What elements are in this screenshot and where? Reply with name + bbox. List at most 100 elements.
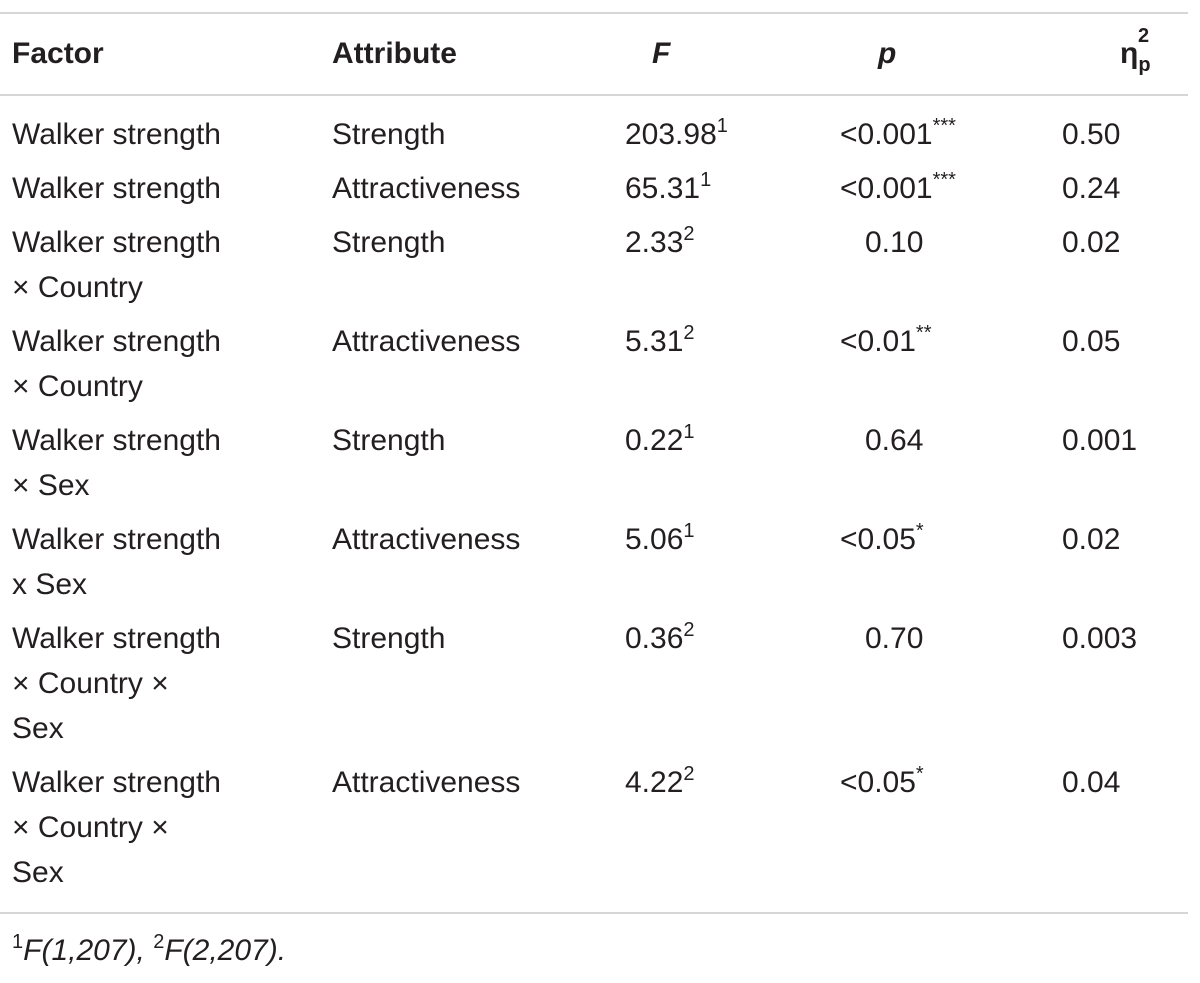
table-row: Walker strength × Country × Sex Strength 0.3… <box>0 607 1188 751</box>
f-value: 4.22 <box>625 766 684 799</box>
cell-eta-value: 0.04 <box>1030 751 1188 895</box>
f-df-marker: 2 <box>683 619 695 641</box>
cell-factor: Walker strength x Sex <box>0 508 320 607</box>
factor-line: Walker strength <box>12 325 221 358</box>
table-top-rule <box>0 12 1188 14</box>
eta-value: 0.003 <box>1062 622 1138 655</box>
header-partial-eta-squared: ηp 2 <box>1030 14 1188 94</box>
cell-f-value: 0.221 <box>590 409 780 508</box>
p-value: 0.64 <box>865 424 924 457</box>
cell-eta-value: 0.02 <box>1030 508 1188 607</box>
f-value: 203.98 <box>625 118 717 151</box>
eta-value: 0.02 <box>1062 523 1121 556</box>
f-value: 65.31 <box>625 172 701 205</box>
table-row: Walker strength × Country Attractiveness 5.… <box>0 310 1188 409</box>
cell-factor: Walker strength × Country × Sex <box>0 751 320 895</box>
cell-eta-value: 0.001 <box>1030 409 1188 508</box>
f-value: 2.33 <box>625 226 684 259</box>
cell-f-value: 65.311 <box>590 157 780 211</box>
factor-line: Walker strength <box>12 172 221 205</box>
header-attribute: Attribute <box>332 37 457 70</box>
f-df-marker: 1 <box>700 169 712 191</box>
factor-line: Walker strength <box>12 622 221 655</box>
eta-value: 0.001 <box>1062 424 1138 457</box>
table-body: Walker strength Strength 203.981 <0.001*** 0… <box>0 94 1188 895</box>
factor-line: Walker strength <box>12 118 221 151</box>
cell-attribute: Strength <box>320 211 590 310</box>
attribute-value: Attractiveness <box>332 766 521 799</box>
cell-factor: Walker strength × Sex <box>0 409 320 508</box>
cell-eta-value: 0.50 <box>1030 94 1188 157</box>
f-df-marker: 2 <box>683 223 695 245</box>
eta-value: 0.05 <box>1062 325 1121 358</box>
f-value: 0.36 <box>625 622 684 655</box>
table-header-rule <box>0 94 1188 96</box>
factor-line: Walker strength <box>12 226 221 259</box>
f-df-marker: 2 <box>683 763 695 785</box>
factor-line: Sex <box>12 856 64 889</box>
table-header-row: Factor Attribute F p ηp 2 <box>0 14 1188 94</box>
factor-line: × Country × <box>12 667 169 700</box>
cell-p-value: 0.64 <box>780 409 1030 508</box>
eta-letter: η <box>1120 37 1139 70</box>
cell-f-value: 5.312 <box>590 310 780 409</box>
cell-p-value: 0.70 <box>780 607 1030 751</box>
cell-factor: Walker strength × Country <box>0 211 320 310</box>
significance-stars: * <box>915 520 924 542</box>
table-row: Walker strength × Country × Sex Attractiven… <box>0 751 1188 895</box>
cell-p-value: <0.001*** <box>780 157 1030 211</box>
cell-attribute: Strength <box>320 409 590 508</box>
significance-stars: *** <box>932 115 956 137</box>
p-value: <0.001 <box>840 172 933 205</box>
eta-value: 0.50 <box>1062 118 1121 151</box>
factor-line: × Country <box>12 271 143 304</box>
header-f: F <box>652 37 671 70</box>
eta-superscript: 2 <box>1138 25 1150 47</box>
header-p: p <box>878 37 897 70</box>
header-factor: Factor <box>12 37 104 70</box>
p-value: <0.001 <box>840 118 933 151</box>
cell-factor: Walker strength <box>0 94 320 157</box>
f-df-marker: 1 <box>683 520 695 542</box>
f-df-marker: 2 <box>683 322 695 344</box>
cell-attribute: Attractiveness <box>320 751 590 895</box>
eta-subscript: p <box>1138 54 1151 76</box>
cell-factor: Walker strength <box>0 157 320 211</box>
cell-factor: Walker strength × Country <box>0 310 320 409</box>
attribute-value: Strength <box>332 118 446 151</box>
factor-line: x Sex <box>12 568 88 601</box>
factor-line: × Country × <box>12 811 169 844</box>
eta-value: 0.04 <box>1062 766 1121 799</box>
eta-squared-symbol: ηp 2 <box>1120 25 1151 76</box>
cell-attribute: Strength <box>320 94 590 157</box>
cell-p-value: <0.01** <box>780 310 1030 409</box>
significance-stars: * <box>915 763 924 785</box>
p-value: <0.05 <box>840 523 916 556</box>
table-row: Walker strength Strength 203.981 <0.001*** 0… <box>0 94 1188 157</box>
f-df-marker: 1 <box>683 421 695 443</box>
f-value: 0.22 <box>625 424 684 457</box>
cell-eta-value: 0.24 <box>1030 157 1188 211</box>
cell-attribute: Attractiveness <box>320 310 590 409</box>
cell-eta-value: 0.05 <box>1030 310 1188 409</box>
attribute-value: Strength <box>332 424 446 457</box>
attribute-value: Strength <box>332 622 446 655</box>
footnote-text-1: F(1,207), <box>23 934 154 967</box>
p-value: <0.05 <box>840 766 916 799</box>
attribute-value: Attractiveness <box>332 325 521 358</box>
significance-stars: *** <box>932 169 956 191</box>
f-value: 5.06 <box>625 523 684 556</box>
p-value: <0.01 <box>840 325 916 358</box>
cell-eta-value: 0.003 <box>1030 607 1188 751</box>
cell-f-value: 5.061 <box>590 508 780 607</box>
factor-line: Walker strength <box>12 424 221 457</box>
p-value: 0.70 <box>865 622 924 655</box>
footnote-text-2: F(2,207). <box>164 934 287 967</box>
table-bottom-rule <box>0 912 1188 914</box>
cell-attribute: Attractiveness <box>320 157 590 211</box>
cell-attribute: Strength <box>320 607 590 751</box>
factor-line: Sex <box>12 712 64 745</box>
footnote-marker-1: 1 <box>12 931 24 953</box>
cell-p-value: <0.05* <box>780 751 1030 895</box>
cell-f-value: 203.981 <box>590 94 780 157</box>
